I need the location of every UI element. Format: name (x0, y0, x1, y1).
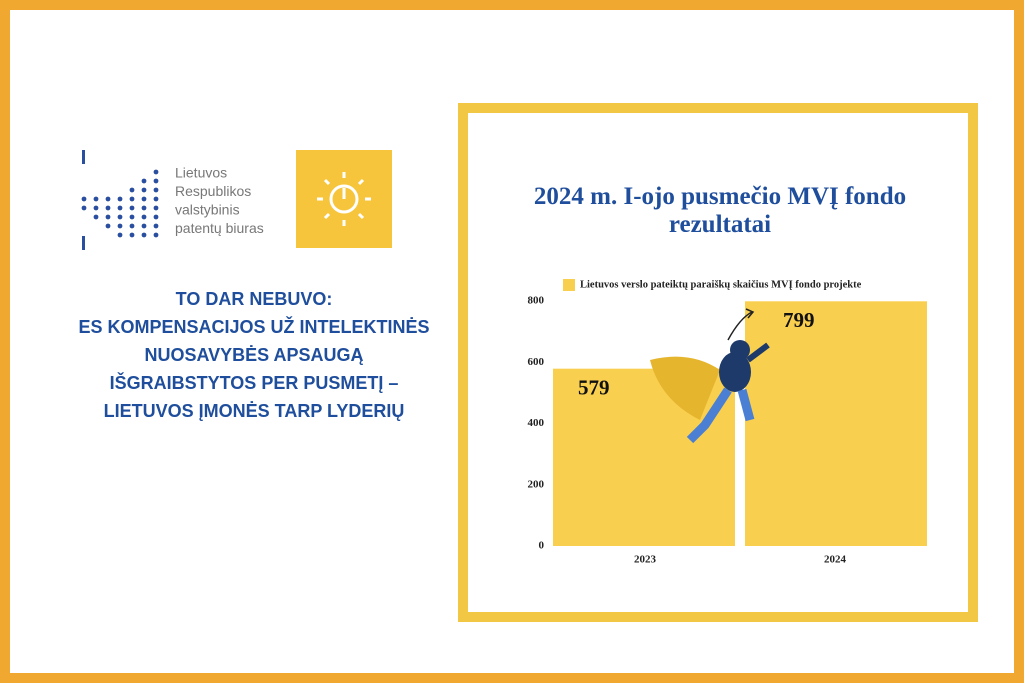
logo-dot (153, 187, 159, 193)
logo-dot (153, 223, 159, 229)
bar (745, 301, 927, 546)
value-label: 579 (578, 375, 610, 399)
logo-dot (153, 205, 159, 211)
logo-dot (105, 196, 111, 202)
headline-line: LIETUVOS ĮMONĖS TARP LYDERIŲ (104, 401, 405, 421)
logo-dot (105, 205, 111, 211)
logo-dot (129, 205, 135, 211)
arrow-head (745, 308, 755, 319)
headline-line: NUOSAVYBĖS APSAUGĄ (144, 345, 363, 365)
headline: TO DAR NEBUVO: ES KOMPENSACIJOS UŽ INTELE… (78, 289, 429, 421)
x-tick-label: 2024 (824, 554, 847, 566)
logo-bar (82, 236, 85, 250)
headline-line: TO DAR NEBUVO: (176, 289, 333, 309)
logo-dot (93, 214, 99, 220)
chart: 0 200 400 600 800 Lietuvos verslo pateiktų pa… (528, 279, 927, 566)
legend-swatch (563, 279, 575, 291)
logo-line: Respublikos (175, 183, 251, 199)
logo-dot (93, 196, 99, 202)
logo-dot (153, 196, 159, 202)
hero-figure (650, 340, 770, 444)
logo-dot (117, 205, 123, 211)
y-tick-label: 400 (528, 417, 545, 429)
logo-dot (141, 205, 147, 211)
logo-dot (117, 214, 123, 220)
logo-dot (129, 187, 135, 193)
arrow (727, 311, 753, 341)
logo-dot (153, 178, 159, 184)
logo-dots (81, 150, 159, 250)
logo-dot (141, 214, 147, 220)
logo-dot (141, 223, 147, 229)
logo-dot (153, 214, 159, 220)
legend-label: Lietuvos verslo pateiktų paraiškų skaiči… (580, 279, 862, 290)
x-tick-label: 2023 (634, 554, 657, 566)
y-tick-label: 800 (528, 295, 545, 307)
headline-line: IŠGRAIBSTYTOS PER PUSMETĮ – (110, 372, 399, 393)
logo-dot (105, 214, 111, 220)
logo-line: Lietuvos (175, 165, 227, 181)
y-tick-label: 200 (528, 478, 545, 490)
chart-title: 2024 m. I-ojo pusmečio MVĮ fondo rezulta… (533, 183, 907, 238)
logo-dot (141, 187, 147, 193)
logo-dot (129, 214, 135, 220)
logo-dot (153, 232, 159, 238)
logo-dot (141, 232, 147, 238)
logo-dot (129, 196, 135, 202)
value-label: 799 (783, 308, 815, 332)
logo-dot (141, 196, 147, 202)
logo-dot (153, 169, 159, 175)
headline-line: ES KOMPENSACIJOS UŽ INTELEKTINĖS (78, 316, 429, 337)
logo-dot (141, 178, 147, 184)
sun-icon (317, 172, 371, 226)
logo-dot (129, 232, 135, 238)
logo-dot (105, 223, 111, 229)
logo-dot (81, 196, 87, 202)
logo-dot (93, 205, 99, 211)
logo-dot (117, 196, 123, 202)
y-tick-label: 0 (539, 540, 545, 552)
logo-text: Lietuvos Respublikos valstybinis patentų bi… (175, 165, 264, 237)
logo-line: valstybinis (175, 202, 240, 218)
logo-line: patentų biuras (175, 220, 264, 236)
y-tick-label: 600 (528, 356, 545, 368)
logo-dot (129, 223, 135, 229)
logo-dot (117, 223, 123, 229)
logo-bar (82, 150, 85, 164)
logo-dot (117, 232, 123, 238)
logo-dot (81, 205, 87, 211)
